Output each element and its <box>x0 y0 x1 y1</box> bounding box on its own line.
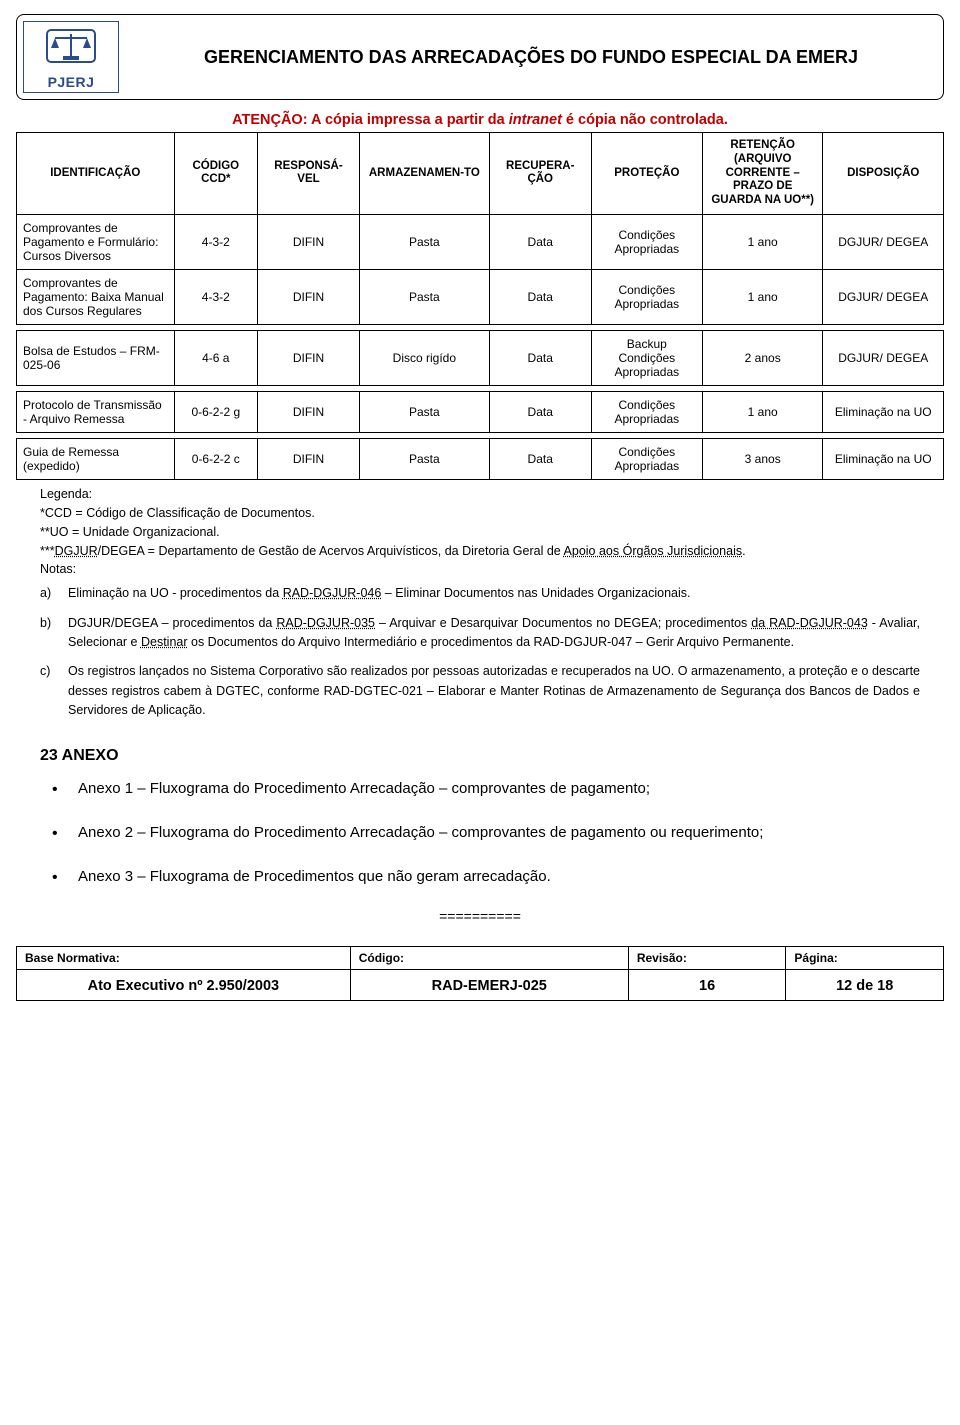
table-cell: 1 ano <box>702 391 823 432</box>
notes-list: a) Eliminação na UO - procedimentos da R… <box>40 584 920 720</box>
table-cell: Data <box>489 214 591 269</box>
footer-value: 16 <box>628 969 786 1000</box>
table-cell: Data <box>489 269 591 324</box>
table-cell: 1 ano <box>702 214 823 269</box>
table-row: Bolsa de Estudos – FRM-025-064-6 aDIFIND… <box>17 330 944 385</box>
header: PJERJ GERENCIAMENTO DAS ARRECADAÇÕES DO … <box>17 15 943 99</box>
table-col-header: IDENTIFICAÇÃO <box>17 133 175 215</box>
legend-block: Legenda: *CCD = Código de Classificação … <box>40 486 920 578</box>
table-cell: DIFIN <box>258 330 360 385</box>
footer-label: Revisão: <box>628 946 786 969</box>
table-col-header: RETENÇÃO (ARQUIVO CORRENTE – PRAZO DE GU… <box>702 133 823 215</box>
table-cell: 4-3-2 <box>174 269 257 324</box>
anexo-list: •Anexo 1 – Fluxograma do Procedimento Ar… <box>52 775 908 894</box>
table-cell: Pasta <box>359 269 489 324</box>
legend-line-2: **UO = Unidade Organizacional. <box>40 524 920 541</box>
table-row: Comprovantes de Pagamento: Baixa Manual … <box>17 269 944 324</box>
logo-text: PJERJ <box>48 74 95 90</box>
footer-label: Página: <box>786 946 944 969</box>
footer-table: Base Normativa:Código:Revisão:Página: At… <box>16 946 944 1001</box>
table-row: Guia de Remessa (expedido)0-6-2-2 cDIFIN… <box>17 438 944 479</box>
table-cell: Data <box>489 391 591 432</box>
table-cell: DIFIN <box>258 269 360 324</box>
table-cell: 1 ano <box>702 269 823 324</box>
footer-label: Código: <box>350 946 628 969</box>
table-cell: Pasta <box>359 391 489 432</box>
notas-heading: Notas: <box>40 561 920 578</box>
table-cell: Condições Apropriadas <box>591 438 702 479</box>
table-cell: DGJUR/ DEGEA <box>823 214 944 269</box>
table-cell: Guia de Remessa (expedido) <box>17 438 175 479</box>
table-col-header: DISPOSIÇÃO <box>823 133 944 215</box>
table-cell: 0-6-2-2 g <box>174 391 257 432</box>
warn-prefix: ATENÇÃO: A cópia impressa a partir da <box>232 112 509 128</box>
table-cell: 3 anos <box>702 438 823 479</box>
table-row: Comprovantes de Pagamento e Formulário: … <box>17 214 944 269</box>
legend-line-1: *CCD = Código de Classificação de Docume… <box>40 505 920 522</box>
note-a: a) Eliminação na UO - procedimentos da R… <box>40 584 920 603</box>
table-col-header: PROTEÇÃO <box>591 133 702 215</box>
legend-line-3: ***DGJUR/DEGEA = Departamento de Gestão … <box>40 543 920 560</box>
table-cell: Condições Apropriadas <box>591 391 702 432</box>
scales-icon <box>41 26 101 72</box>
table-cell: Backup Condições Apropriadas <box>591 330 702 385</box>
table-cell: 2 anos <box>702 330 823 385</box>
table-cell: 4-6 a <box>174 330 257 385</box>
table-cell: Eliminação na UO <box>823 438 944 479</box>
table-cell: Disco rigído <box>359 330 489 385</box>
legend-heading: Legenda: <box>40 486 920 503</box>
table-cell: Protocolo de Transmissão - Arquivo Remes… <box>17 391 175 432</box>
footer-value: Ato Executivo nº 2.950/2003 <box>17 969 351 1000</box>
note-b: b) DGJUR/DEGEA – procedimentos da RAD-DG… <box>40 614 920 653</box>
table-row: Protocolo de Transmissão - Arquivo Remes… <box>17 391 944 432</box>
table-cell: Eliminação na UO <box>823 391 944 432</box>
table-cell: Comprovantes de Pagamento e Formulário: … <box>17 214 175 269</box>
warn-italic: intranet <box>509 112 562 128</box>
footer-value: RAD-EMERJ-025 <box>350 969 628 1000</box>
table-cell: DGJUR/ DEGEA <box>823 330 944 385</box>
table-cell: 4-3-2 <box>174 214 257 269</box>
warning-bar: ATENÇÃO: A cópia impressa a partir da in… <box>0 112 960 128</box>
table-cell: DIFIN <box>258 391 360 432</box>
table-cell: DIFIN <box>258 438 360 479</box>
footer-label: Base Normativa: <box>17 946 351 969</box>
table-cell: Pasta <box>359 214 489 269</box>
separator: ========== <box>0 908 960 924</box>
table-col-header: RECUPERA-ÇÃO <box>489 133 591 215</box>
table-cell: Condições Apropriadas <box>591 269 702 324</box>
footer-value: 12 de 18 <box>786 969 944 1000</box>
table-cell: Bolsa de Estudos – FRM-025-06 <box>17 330 175 385</box>
section-23-heading: 23 ANEXO <box>40 747 920 765</box>
table-col-header: RESPONSÁ-VEL <box>258 133 360 215</box>
table-cell: Data <box>489 330 591 385</box>
doc-title: GERENCIAMENTO DAS ARRECADAÇÕES DO FUNDO … <box>119 15 943 99</box>
warn-suffix: é cópia não controlada. <box>562 112 728 128</box>
table-cell: DGJUR/ DEGEA <box>823 269 944 324</box>
table-cell: Pasta <box>359 438 489 479</box>
table-cell: Data <box>489 438 591 479</box>
footer-label-row: Base Normativa:Código:Revisão:Página: <box>17 946 944 969</box>
note-c: c) Os registros lançados no Sistema Corp… <box>40 662 920 720</box>
main-table: IDENTIFICAÇÃOCÓDIGO CCD*RESPONSÁ-VELARMA… <box>16 132 944 480</box>
table-col-header: ARMAZENAMEN-TO <box>359 133 489 215</box>
table-cell: 0-6-2-2 c <box>174 438 257 479</box>
anexo-item: •Anexo 2 – Fluxograma do Procedimento Ar… <box>52 819 908 849</box>
logo: PJERJ <box>23 21 119 93</box>
table-cell: Comprovantes de Pagamento: Baixa Manual … <box>17 269 175 324</box>
anexo-item: •Anexo 1 – Fluxograma do Procedimento Ar… <box>52 775 908 805</box>
table-cell: DIFIN <box>258 214 360 269</box>
anexo-item: •Anexo 3 – Fluxograma de Procedimentos q… <box>52 863 908 893</box>
table-cell: Condições Apropriadas <box>591 214 702 269</box>
table-header-row: IDENTIFICAÇÃOCÓDIGO CCD*RESPONSÁ-VELARMA… <box>17 133 944 215</box>
table-col-header: CÓDIGO CCD* <box>174 133 257 215</box>
footer-value-row: Ato Executivo nº 2.950/2003RAD-EMERJ-025… <box>17 969 944 1000</box>
